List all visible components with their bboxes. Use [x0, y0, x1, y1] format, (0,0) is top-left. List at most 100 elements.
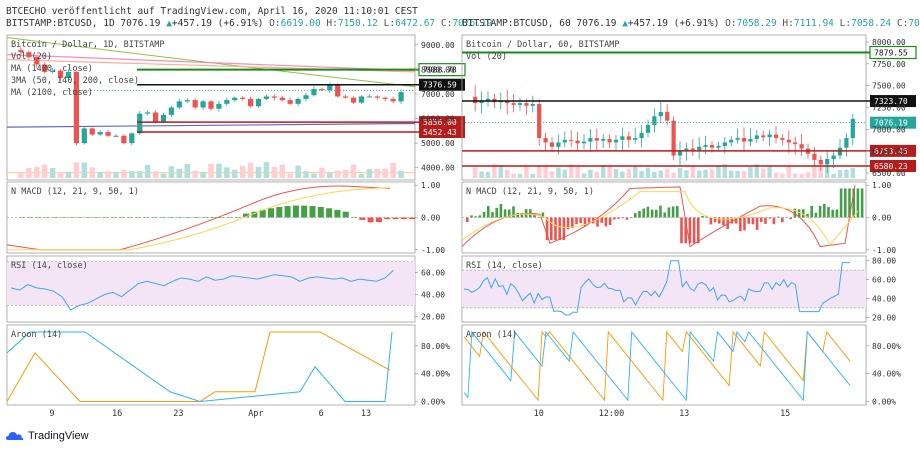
- right-aroon-tick-label: 80.00%: [872, 342, 901, 351]
- left-macd-bar: [110, 217, 117, 218]
- right-price-candle: [754, 135, 759, 139]
- tradingview-logo[interactable]: TradingView: [6, 430, 89, 442]
- right-price-volume-bar: [511, 173, 516, 178]
- right-price-candle: [581, 141, 587, 144]
- right-macd-bar: [747, 217, 750, 224]
- right-aroon-down-line: [463, 330, 851, 402]
- left-price-candle: [366, 96, 372, 98]
- right-price-volume-bar: [722, 164, 728, 178]
- left-price-volume-bar: [271, 166, 278, 178]
- left-aroon-tick-label: 40.00%: [421, 370, 450, 379]
- right-price-volume-bar: [837, 170, 843, 178]
- right-price-volume-bar: [600, 164, 606, 178]
- right-price-candle: [722, 142, 727, 146]
- right-macd-bar: [625, 217, 629, 220]
- right-price-tick-label: 7750.00: [872, 60, 906, 69]
- left-price-level-tag: [419, 78, 465, 91]
- right-macd-bar: [638, 210, 641, 218]
- left-macd-bar: [143, 217, 150, 218]
- left-price-candle: [271, 96, 277, 98]
- right-price-candle: [601, 138, 606, 141]
- right-price-candle: [799, 144, 804, 149]
- left-macd-bar: [367, 217, 374, 223]
- right-macd-bar: [789, 217, 792, 220]
- left-price-volume-bar: [57, 172, 64, 178]
- right-price-volume-bar: [735, 170, 740, 178]
- right-macd-bar: [806, 213, 809, 218]
- right-price-volume-bar: [703, 169, 708, 178]
- left-price-volume-bar: [26, 167, 32, 178]
- right-price-candle: [665, 111, 670, 121]
- tradingview-cloud-icon: [6, 432, 24, 440]
- left-price-level-tag: [418, 63, 466, 77]
- right-high: 7111.94: [793, 18, 834, 29]
- right-macd-bar: [575, 217, 578, 225]
- right-price-volume-bar: [850, 167, 856, 178]
- left-price-legend: MA (2100, close): [11, 88, 93, 98]
- left-macd-bar: [268, 208, 274, 218]
- left-macd-bar: [359, 217, 366, 220]
- right-macd-bar: [659, 205, 662, 218]
- left-price-candle: [184, 100, 190, 102]
- left-price-volume-bar: [311, 173, 317, 178]
- left-price-volume-bar: [73, 162, 80, 178]
- left-price-candle: [26, 52, 32, 58]
- right-price-volume-bar: [690, 165, 696, 178]
- left-macd-bar: [185, 217, 191, 218]
- right-macd-bar: [722, 217, 725, 226]
- right-price-volume-bar: [472, 167, 478, 178]
- right-x-tick: 10: [534, 409, 544, 419]
- left-macd-bar: [43, 217, 50, 218]
- left-x-tick: 23: [173, 409, 183, 419]
- left-high: 7150.12: [337, 18, 378, 29]
- right-price-level-tag: [870, 160, 916, 173]
- right-price-candle: [793, 142, 798, 145]
- left-x-tick: 16: [112, 409, 122, 419]
- right-rsi-tick-label: 80.00: [872, 257, 896, 266]
- right-price-legend: Bitcoin / Dollar, 60, BITSTAMP: [466, 40, 620, 50]
- left-price-volume-bar: [89, 167, 95, 178]
- left-price-volume-bar: [97, 171, 103, 178]
- right-price-candle: [677, 151, 683, 156]
- left-x-tick: 6: [319, 409, 324, 419]
- right-macd-tick-label: -1.00: [872, 246, 896, 255]
- left-price-volume-bar: [342, 169, 349, 178]
- left-price-candle: [295, 98, 301, 104]
- right-price: 7076.19: [576, 18, 617, 29]
- right-macd-bar: [566, 217, 570, 230]
- right-price-candle: [652, 116, 657, 125]
- left-price-volume-bar: [18, 172, 24, 178]
- right-macd-bar: [760, 217, 763, 222]
- right-price-tick-label: 7000.00: [872, 125, 906, 134]
- left-x-tick: 9: [49, 409, 54, 419]
- left-price-candle: [105, 132, 111, 136]
- right-price-tick-label: 6500.00: [872, 169, 906, 178]
- right-price-volume-bar: [645, 167, 651, 178]
- right-price-volume-bar: [613, 169, 619, 178]
- right-rsi-tick-label: 40.00: [872, 294, 896, 303]
- right-macd-bar: [671, 206, 675, 218]
- right-price-tick-label: 7500.00: [872, 82, 906, 91]
- right-macd-bar: [482, 211, 486, 218]
- right-price-volume-bar: [485, 171, 491, 178]
- right-aroon-frame: [461, 324, 867, 406]
- left-x-tick: 13: [361, 409, 371, 419]
- right-price-level-text: 7323.70: [874, 97, 908, 106]
- left-symbol: BITSTAMP:BTCUSD, 1D: [6, 18, 115, 29]
- left-price-legend: MA (1400, close): [11, 64, 93, 74]
- right-price-candle: [741, 138, 747, 142]
- right-macd-bar: [856, 188, 860, 218]
- left-price-volume-bar: [168, 166, 175, 178]
- left-price-volume-bar: [398, 170, 404, 178]
- right-macd-bar: [852, 188, 855, 218]
- right-macd-bar: [629, 217, 633, 218]
- left-price-candle: [65, 71, 72, 79]
- right-macd-bar: [608, 217, 612, 225]
- right-price-volume-bar: [716, 165, 721, 178]
- right-macd-bar: [802, 209, 805, 218]
- right-price-candle: [569, 139, 574, 141]
- right-macd-bar: [545, 217, 549, 241]
- right-macd-legend: N MACD (12, 21, 9, 50, 1): [466, 187, 594, 197]
- left-macd-bar: [118, 217, 125, 218]
